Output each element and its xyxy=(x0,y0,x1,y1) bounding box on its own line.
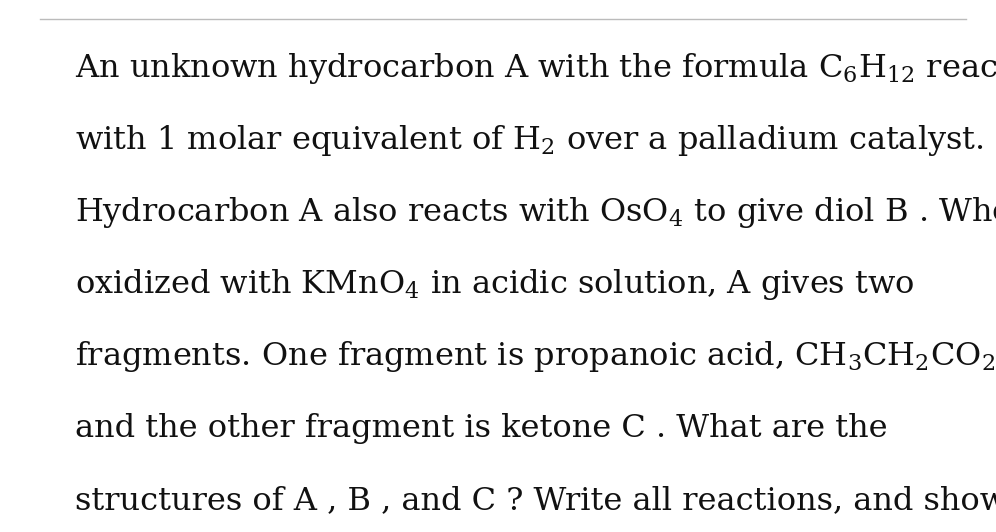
Text: fragments. One fragment is propanoic acid, $\mathregular{CH_3CH_2CO_2H}$,: fragments. One fragment is propanoic aci… xyxy=(75,339,996,374)
Text: An unknown hydrocarbon A with the formula $\mathregular{C_6H_{12}}$ reacts: An unknown hydrocarbon A with the formul… xyxy=(75,51,996,86)
Text: structures of A , B , and C ? Write all reactions, and show: structures of A , B , and C ? Write all … xyxy=(75,485,996,516)
Text: Hydrocarbon A also reacts with $\mathregular{OsO_4}$ to give diol B . When: Hydrocarbon A also reacts with $\mathreg… xyxy=(75,195,996,230)
Text: with 1 molar equivalent of $\mathregular{H_2}$ over a palladium catalyst.: with 1 molar equivalent of $\mathregular… xyxy=(75,123,984,158)
Text: and the other fragment is ketone C . What are the: and the other fragment is ketone C . Wha… xyxy=(75,413,887,444)
Text: oxidized with $\mathregular{KMnO_4}$ in acidic solution, A gives two: oxidized with $\mathregular{KMnO_4}$ in … xyxy=(75,267,914,302)
